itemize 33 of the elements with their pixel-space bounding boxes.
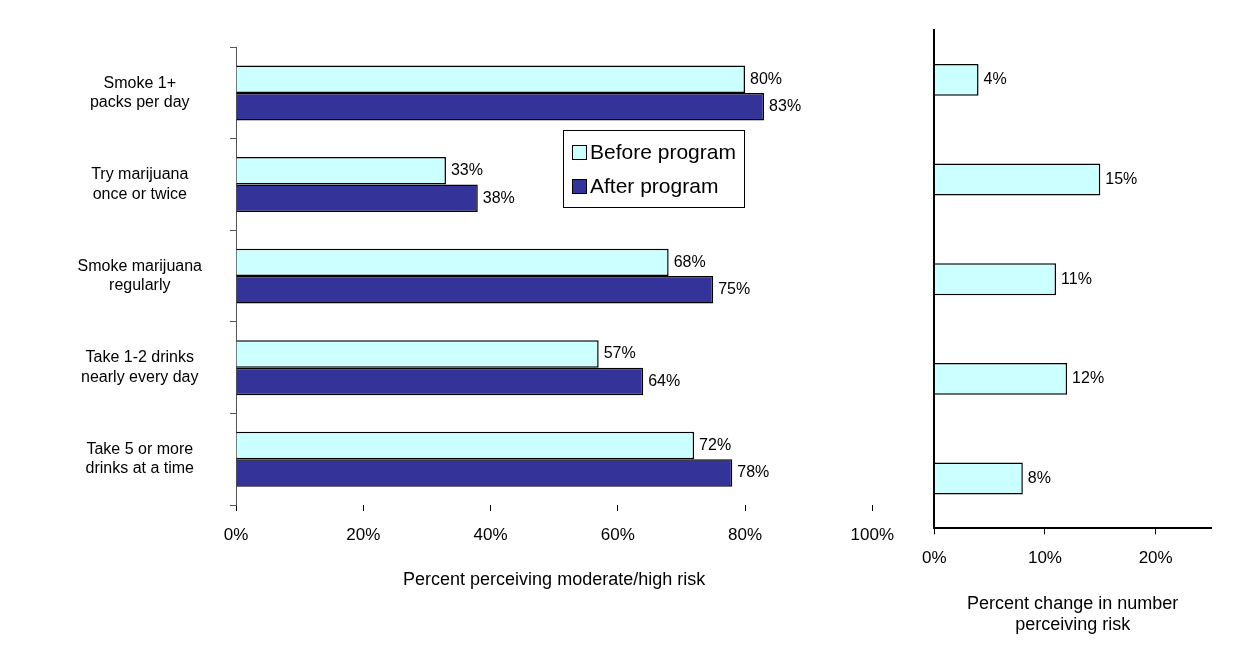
x-tick-label: 0%: [922, 548, 947, 568]
data-label: 80%: [750, 69, 783, 87]
data-label: 33%: [450, 161, 483, 179]
data-label: 8%: [1027, 468, 1051, 486]
data-label: 83%: [769, 97, 802, 115]
data-label: 4%: [983, 70, 1007, 88]
x-tick-label: 100%: [850, 524, 894, 544]
data-label: 11%: [1061, 269, 1092, 287]
x-tick-label: 20%: [1138, 548, 1173, 568]
y-tick-label: Smoke marijuana regularly: [77, 256, 203, 294]
y-tick-label: Smoke 1+ packs per day: [89, 73, 190, 110]
y-tick-label: Take 1-2 drinks nearly every day: [81, 348, 199, 385]
data-label: 78%: [737, 463, 770, 481]
data-label: 68%: [673, 252, 706, 270]
x-tick-label: 40%: [473, 524, 508, 544]
data-label: 64%: [648, 371, 681, 389]
x-tick-label: 20%: [346, 524, 381, 544]
data-label: 15%: [1105, 169, 1138, 187]
x-axis-title: Percent change in number perceiving risk: [967, 592, 1179, 635]
x-tick-label: 80%: [727, 524, 763, 544]
y-tick-label: Try marijuana once or twice: [91, 165, 189, 202]
data-label: 75%: [718, 280, 751, 298]
legend-label: After program: [590, 173, 719, 199]
data-label: 57%: [603, 344, 636, 362]
data-label: 38%: [482, 188, 515, 206]
x-axis-title: Percent perceiving moderate/high risk: [403, 569, 707, 590]
data-label: 12%: [1072, 369, 1105, 387]
x-tick-label: 10%: [1027, 548, 1062, 568]
data-label: 72%: [699, 435, 732, 453]
legend-label: Before program: [590, 139, 736, 165]
y-tick-label: Take 5 or more drinks at a time: [85, 440, 195, 477]
x-tick-label: 0%: [223, 524, 249, 544]
x-tick-label: 60%: [600, 524, 635, 544]
